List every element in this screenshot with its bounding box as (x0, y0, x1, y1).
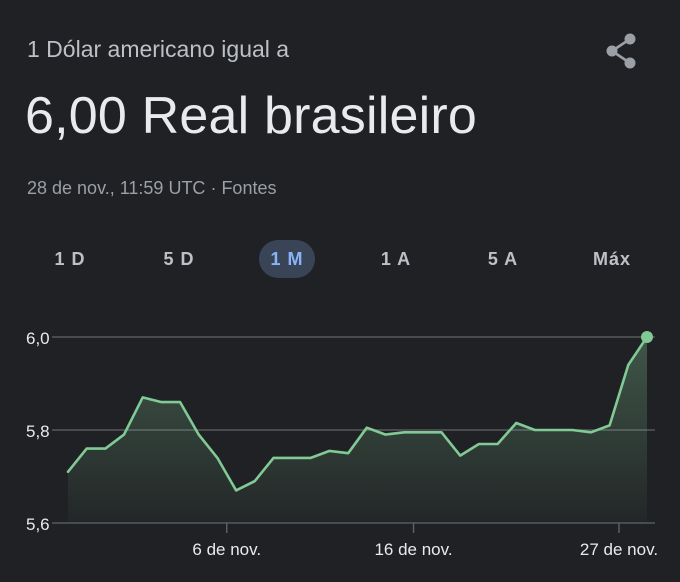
tab-max[interactable]: Máx (592, 249, 631, 269)
tab-1a[interactable]: 1 A (380, 249, 412, 269)
tab-1d[interactable]: 1 D (54, 249, 86, 269)
y-tick-label: 6,0 (26, 329, 50, 348)
update-info: 28 de nov., 11:59 UTC · Fontes (27, 178, 276, 199)
tab-5a[interactable]: 5 A (487, 249, 519, 269)
y-tick-label: 5,6 (26, 515, 50, 534)
share-icon (606, 33, 636, 69)
timestamp: 28 de nov., 11:59 UTC (27, 178, 206, 198)
tab-5d[interactable]: 5 D (163, 249, 195, 269)
tab-1m[interactable]: 1 M (259, 240, 315, 278)
exchange-rate-chart[interactable]: 5,6 5,8 6,0 6 de nov. 16 de nov. 27 de nov. (0, 300, 680, 582)
series-line (66, 335, 649, 492)
x-tick-label: 27 de nov. (580, 540, 658, 559)
conversion-result: 6,00 Real brasileiro (25, 87, 478, 145)
x-tick-label: 16 de nov. (374, 540, 452, 559)
separator: · (210, 178, 217, 198)
area-fill (68, 337, 647, 523)
x-tick-label: 6 de nov. (192, 540, 261, 559)
sources-link[interactable]: Fontes (221, 178, 277, 198)
current-value-point (641, 331, 653, 343)
y-tick-label: 5,8 (26, 422, 50, 441)
share-button[interactable] (600, 30, 642, 72)
conversion-subtitle: 1 Dólar americano igual a (27, 36, 290, 62)
time-range-tabs: 1 D 5 D 1 M 1 A 5 A Máx (0, 236, 680, 280)
